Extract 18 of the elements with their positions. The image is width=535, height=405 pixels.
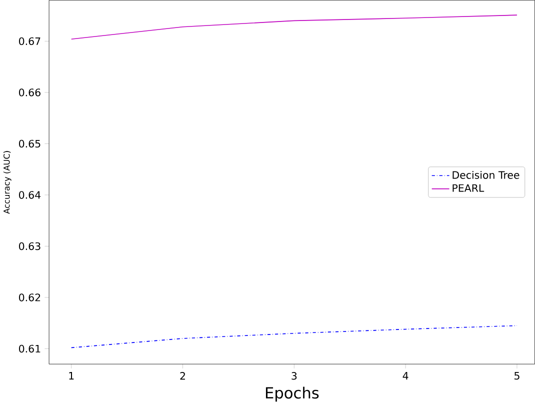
line-series: [70, 14, 518, 40]
legend-label: PEARL: [452, 184, 484, 192]
y-tick-label: 0.63: [19, 242, 40, 250]
y-tick-label: 0.66: [19, 88, 40, 96]
y-tick-label: 0.62: [19, 294, 40, 302]
x-axis-title: Epochs: [266, 386, 319, 402]
x-tick-label: 1: [69, 372, 74, 380]
legend-label: Decision Tree: [452, 170, 520, 179]
y-tick-label: 0.65: [19, 140, 40, 148]
y-tick-label: 0.67: [19, 37, 40, 46]
x-tick-label: 2: [180, 372, 185, 380]
y-axis-title: Accuracy (AUC): [3, 151, 12, 214]
line-series: [70, 325, 518, 348]
x-tick-label: 4: [402, 372, 408, 380]
y-tick-label: 0.64: [19, 191, 41, 199]
x-tick-label: 3: [292, 372, 297, 380]
x-tick-label: 5: [514, 372, 520, 380]
y-tick-label: 0.61: [19, 344, 40, 353]
